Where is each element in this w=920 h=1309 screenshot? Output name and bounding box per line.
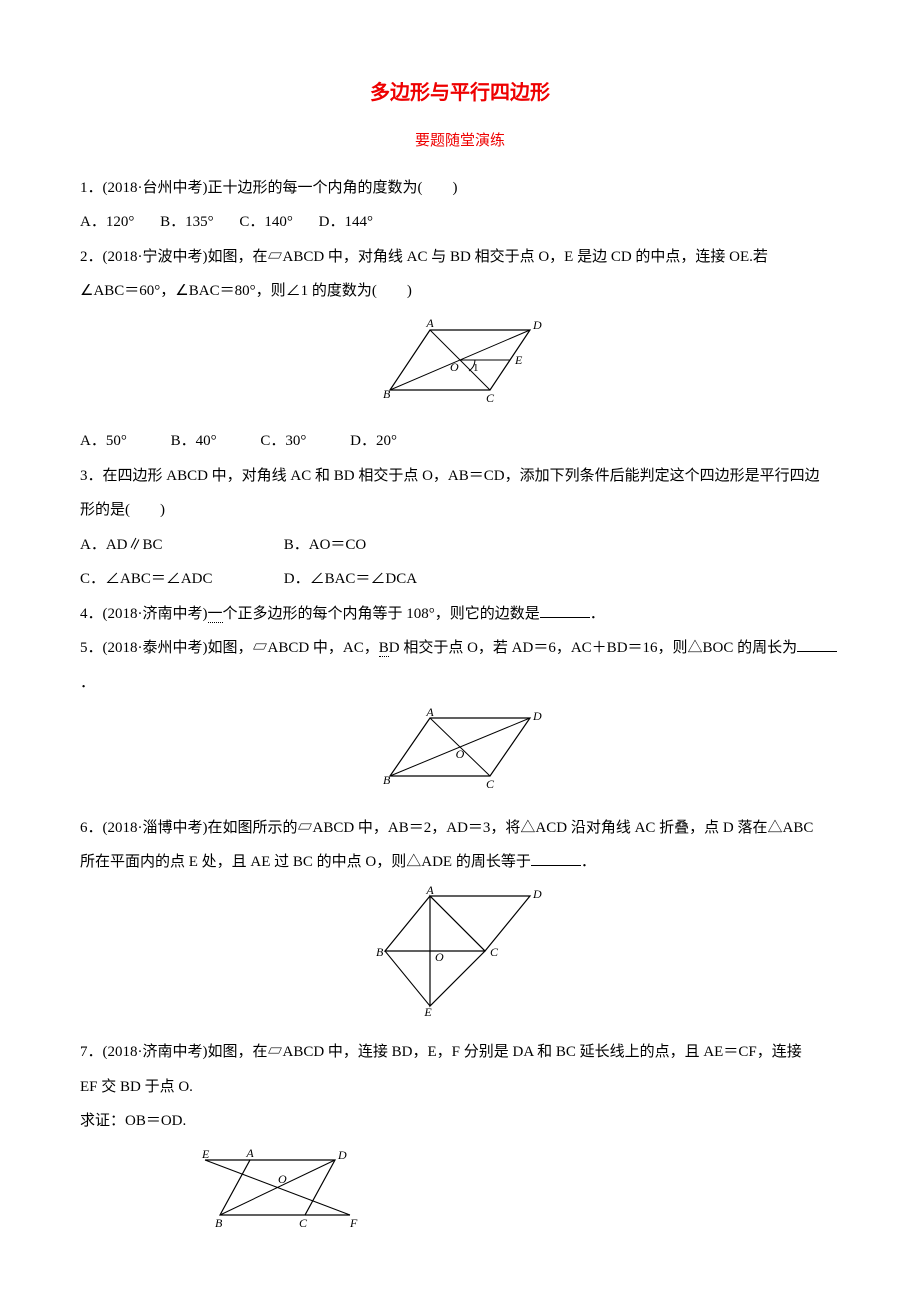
svg-text:B: B — [376, 945, 384, 959]
svg-text:O: O — [435, 950, 444, 964]
q1-options: A．120° B．135° C．140° D．144° — [80, 205, 840, 240]
q1-option-b: B．135° — [160, 205, 214, 240]
svg-text:D: D — [532, 887, 542, 901]
svg-text:O: O — [450, 360, 459, 374]
q1-option-d: D．144° — [319, 205, 373, 240]
svg-text:E: E — [201, 1147, 210, 1161]
svg-text:D: D — [337, 1148, 347, 1162]
svg-text:D: D — [532, 709, 542, 723]
svg-text:1: 1 — [473, 362, 479, 374]
svg-text:A: A — [425, 886, 434, 897]
q3-option-b: B．AO＝CO — [284, 537, 367, 553]
q2-option-c: C．30° — [260, 424, 306, 459]
q2-options: A．50° B．40° C．30° D．20° — [80, 424, 840, 459]
q7-figure: E A D B C F O — [200, 1145, 840, 1244]
q4-part-a: 4．(2018·济南中考) — [80, 606, 208, 622]
q4-stem: 4．(2018·济南中考)一个正多边形的每个内角等于 108°，则它的边数是 ． — [80, 597, 840, 632]
q2-figure: A D B C E O 1 — [80, 315, 840, 419]
svg-text:O: O — [278, 1172, 287, 1186]
svg-text:B: B — [383, 387, 391, 401]
q3-option-d: D．∠BAC＝∠DCA — [284, 571, 417, 587]
q6-blank — [531, 850, 581, 866]
q2-option-d: D．20° — [350, 424, 397, 459]
q3-options-row1: A．AD∥BC B．AO＝CO — [80, 528, 840, 563]
q2-option-a: A．50° — [80, 424, 127, 459]
q2-option-b: B．40° — [171, 424, 217, 459]
page-title: 多边形与平行四边形 — [80, 70, 840, 116]
q3-stem-a: 3．在四边形 ABCD 中，对角线 AC 和 BD 相交于点 O，AB＝CD，添… — [80, 459, 840, 494]
q5-part-b: D 相交于点 O，若 AD＝6，AC＋BD＝16，则△BOC 的周长为 — [389, 640, 797, 656]
q3-option-a: A．AD∥BC — [80, 528, 280, 563]
q2-stem-a: 2．(2018·宁波中考)如图，在▱ABCD 中，对角线 AC 与 BD 相交于… — [80, 240, 840, 275]
svg-text:D: D — [532, 318, 542, 332]
svg-text:E: E — [423, 1005, 432, 1016]
q6-figure: A D B C O E — [80, 886, 840, 1030]
q5-dotted-b: B — [379, 640, 389, 657]
q7-stem-b: EF 交 BD 于点 O. — [80, 1070, 840, 1105]
q7-stem-c: 求证：OB＝OD. — [80, 1104, 840, 1139]
q6-part-b: 所在平面内的点 E 处，且 AE 过 BC 的中点 O，则△ADE 的周长等于 — [80, 854, 531, 870]
q1-option-a: A．120° — [80, 205, 134, 240]
q5-period: ． — [80, 666, 840, 701]
svg-text:E: E — [514, 353, 523, 367]
q5-part-a: 5．(2018·泰州中考)如图，▱ABCD 中，AC， — [80, 640, 379, 656]
q5-blank — [797, 636, 837, 652]
q5-stem: 5．(2018·泰州中考)如图，▱ABCD 中，AC，BD 相交于点 O，若 A… — [80, 631, 840, 666]
q4-part-c: ． — [590, 606, 605, 622]
svg-text:C: C — [486, 777, 495, 791]
page-subtitle: 要题随堂演练 — [80, 124, 840, 159]
q3-stem-b: 形的是( ) — [80, 493, 840, 528]
q1-stem: 1．(2018·台州中考)正十边形的每一个内角的度数为( ) — [80, 171, 840, 206]
q7-stem-a: 7．(2018·济南中考)如图，在▱ABCD 中，连接 BD，E，F 分别是 D… — [80, 1035, 840, 1070]
svg-text:A: A — [425, 316, 434, 330]
svg-text:B: B — [215, 1216, 223, 1230]
q4-dotted-one: 一 — [208, 606, 223, 623]
svg-text:F: F — [349, 1216, 358, 1230]
svg-text:O: O — [456, 747, 465, 761]
q5-figure: A D B C O — [80, 706, 840, 805]
q1-option-c: C．140° — [239, 205, 293, 240]
svg-text:C: C — [299, 1216, 308, 1230]
svg-text:A: A — [425, 706, 434, 719]
svg-text:A: A — [245, 1146, 254, 1160]
q6-part-c: ． — [581, 854, 596, 870]
svg-text:C: C — [486, 391, 495, 405]
q3-options-row2: C．∠ABC＝∠ADC D．∠BAC＝∠DCA — [80, 562, 840, 597]
q4-part-b: 个正多边形的每个内角等于 108°，则它的边数是 — [223, 606, 540, 622]
q6-stem-b: 所在平面内的点 E 处，且 AE 过 BC 的中点 O，则△ADE 的周长等于 ． — [80, 845, 840, 880]
svg-text:B: B — [383, 773, 391, 787]
q2-stem-b: ∠ABC＝60°，∠BAC＝80°，则∠1 的度数为( ) — [80, 274, 840, 309]
q6-stem-a: 6．(2018·淄博中考)在如图所示的▱ABCD 中，AB＝2，AD＝3，将△A… — [80, 811, 840, 846]
q4-blank — [540, 602, 590, 618]
svg-text:C: C — [490, 945, 499, 959]
q3-option-c: C．∠ABC＝∠ADC — [80, 562, 280, 597]
